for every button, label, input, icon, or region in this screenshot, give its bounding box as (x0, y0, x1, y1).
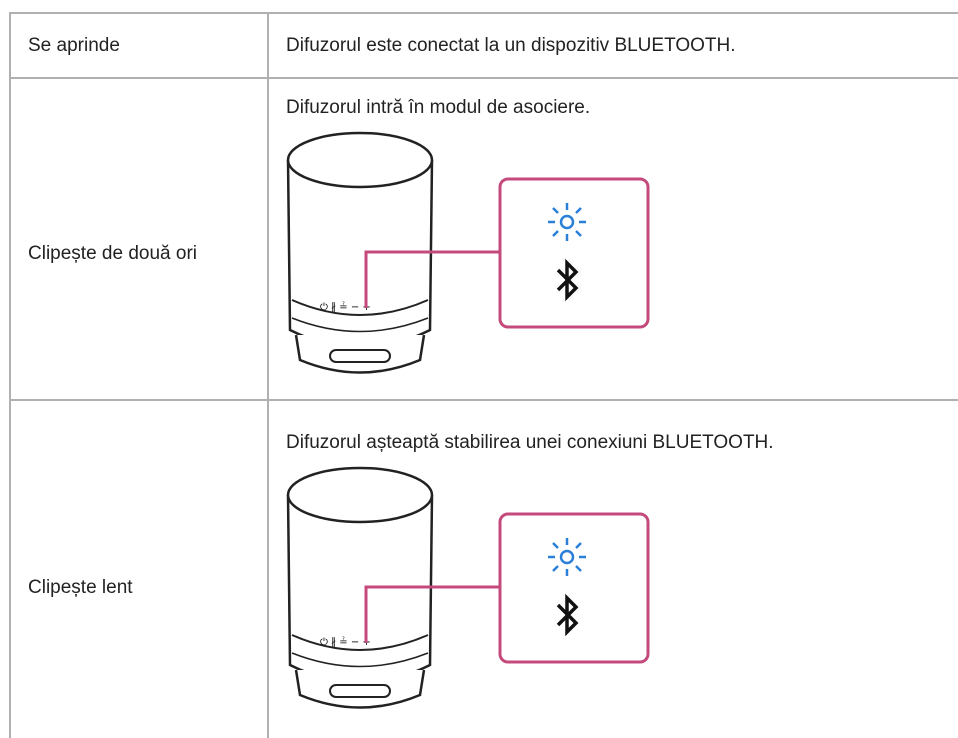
table-border (10, 399, 958, 401)
table-border (9, 12, 11, 738)
cell: Clipește de două ori (28, 243, 197, 264)
table-border (10, 12, 958, 14)
cell: Difuzorul intră în modul de asociere. (286, 97, 591, 118)
table-border (10, 77, 958, 79)
speaker-illustration (286, 466, 650, 710)
table-border (267, 12, 269, 738)
cell: Difuzorul este conectat la un dispozitiv… (286, 35, 736, 56)
cell: Clipește lent (28, 577, 133, 598)
cell: Difuzorul așteaptă stabilirea unei conex… (286, 432, 774, 453)
cell: Se aprinde (28, 35, 120, 56)
